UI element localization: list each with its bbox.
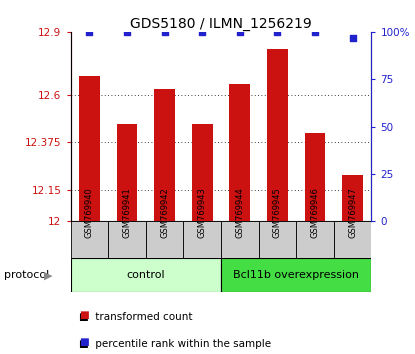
Point bbox=[124, 29, 130, 35]
Bar bbox=[296, 221, 334, 258]
Bar bbox=[154, 88, 175, 221]
Bar bbox=[117, 125, 137, 221]
Text: GSM769942: GSM769942 bbox=[160, 187, 169, 238]
Point bbox=[161, 29, 168, 35]
Bar bbox=[79, 76, 100, 221]
Bar bbox=[71, 258, 221, 292]
Point bbox=[349, 35, 356, 40]
Bar bbox=[146, 221, 183, 258]
Text: ■: ■ bbox=[79, 337, 88, 347]
Point bbox=[199, 29, 205, 35]
Text: ■: ■ bbox=[79, 310, 88, 320]
Text: ▶: ▶ bbox=[44, 270, 52, 280]
Bar bbox=[183, 221, 221, 258]
Text: ■  percentile rank within the sample: ■ percentile rank within the sample bbox=[79, 339, 271, 349]
Bar bbox=[221, 258, 371, 292]
Point bbox=[86, 29, 93, 35]
Text: control: control bbox=[127, 270, 165, 280]
Point bbox=[312, 29, 318, 35]
Bar bbox=[108, 221, 146, 258]
Bar bbox=[192, 125, 212, 221]
Text: GSM769945: GSM769945 bbox=[273, 187, 282, 238]
Bar bbox=[229, 85, 250, 221]
Bar bbox=[342, 175, 363, 221]
Text: protocol: protocol bbox=[4, 270, 49, 280]
Text: GSM769940: GSM769940 bbox=[85, 187, 94, 238]
Text: GSM769943: GSM769943 bbox=[198, 187, 207, 238]
Bar bbox=[259, 221, 296, 258]
Bar bbox=[221, 221, 259, 258]
Title: GDS5180 / ILMN_1256219: GDS5180 / ILMN_1256219 bbox=[130, 17, 312, 31]
Bar bbox=[267, 49, 288, 221]
Text: GSM769946: GSM769946 bbox=[310, 187, 320, 238]
Point bbox=[237, 29, 243, 35]
Text: Bcl11b overexpression: Bcl11b overexpression bbox=[233, 270, 359, 280]
Text: GSM769941: GSM769941 bbox=[122, 187, 132, 238]
Point bbox=[274, 29, 281, 35]
Text: GSM769947: GSM769947 bbox=[348, 187, 357, 238]
Bar bbox=[334, 221, 371, 258]
Text: GSM769944: GSM769944 bbox=[235, 187, 244, 238]
Bar bbox=[305, 133, 325, 221]
Text: ■  transformed count: ■ transformed count bbox=[79, 312, 192, 322]
Bar bbox=[71, 221, 108, 258]
